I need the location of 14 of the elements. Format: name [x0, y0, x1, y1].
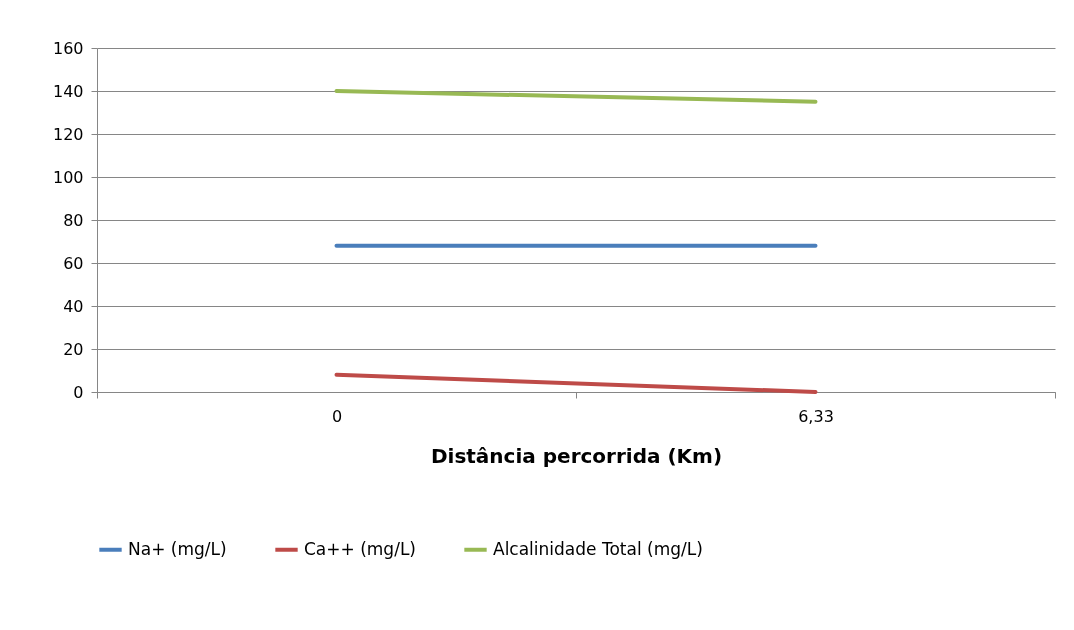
y-tick-label: 80 — [63, 210, 84, 230]
legend-label: Na+ (mg/L) — [128, 538, 227, 559]
y-tick-label: 100 — [52, 167, 84, 187]
x-axis-title: Distância percorrida (Km) — [430, 443, 723, 468]
legend-label: Alcalinidade Total (mg/L) — [493, 538, 703, 559]
y-tick-label: 120 — [52, 124, 84, 144]
x-tick-label: 6,33 — [798, 406, 834, 426]
y-tick-label: 160 — [52, 38, 84, 58]
y-tick-label: 0 — [73, 382, 84, 402]
y-tick-label: 140 — [52, 81, 84, 101]
y-tick-label: 40 — [63, 296, 84, 316]
y-tick-label: 20 — [63, 339, 84, 359]
legend-label: Ca++ (mg/L) — [304, 538, 416, 559]
y-tick-label: 60 — [63, 253, 84, 273]
